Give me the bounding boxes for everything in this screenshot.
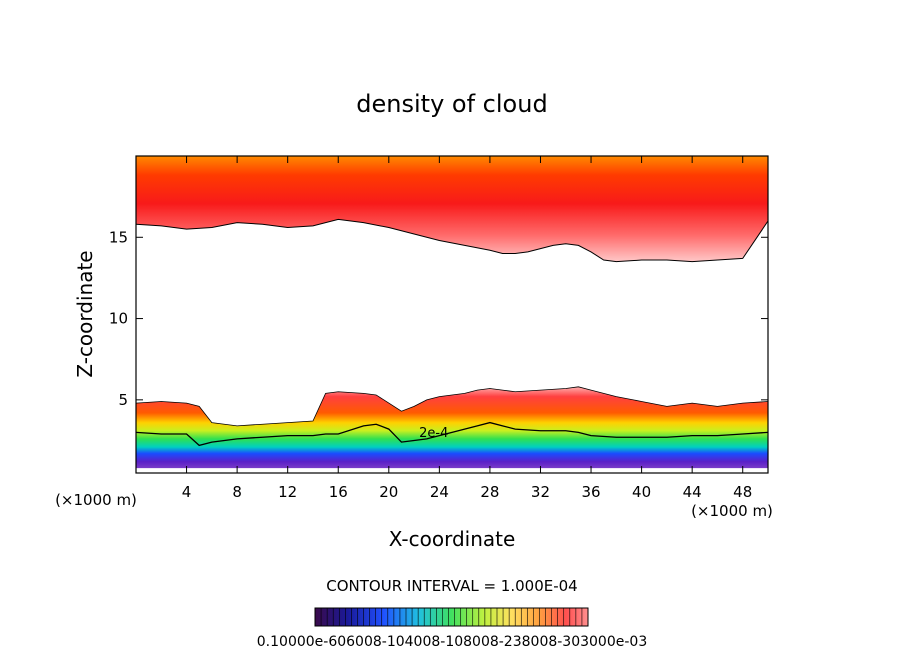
- x-tick-label: 44: [683, 483, 702, 501]
- lower-cloud-layer: [136, 386, 768, 469]
- x-axis: 4 8 12 16 20 24 28 32 36 40 44 48: [182, 156, 752, 501]
- x-tick-label: 12: [278, 483, 297, 501]
- y-tick-label: 15: [109, 228, 128, 246]
- upper-cloud-layer: [136, 156, 768, 262]
- x-unit-label-left: (×1000 m): [55, 491, 137, 509]
- y-axis-label: Z-coordinate: [73, 250, 97, 377]
- lower-layer-top-contour: [136, 386, 768, 427]
- contour-interval-text: CONTOUR INTERVAL = 1.000E-04: [326, 577, 577, 595]
- plot-frame: [135, 155, 769, 474]
- x-tick-label: 8: [232, 483, 242, 501]
- x-tick-label: 36: [581, 483, 600, 501]
- chart-title: density of cloud: [356, 90, 547, 118]
- plot-area: 2e-4: [136, 156, 768, 469]
- x-tick-label: 4: [182, 483, 192, 501]
- x-unit-label-right: (×1000 m): [691, 502, 773, 520]
- x-tick-label: 32: [531, 483, 550, 501]
- x-tick-label: 24: [430, 483, 449, 501]
- colorbar-dividers: [320, 608, 583, 626]
- contour-2e-4-line: [136, 421, 768, 447]
- contour-label: 2e-4: [419, 426, 448, 441]
- x-tick-label: 48: [733, 483, 752, 501]
- y-tick-label: 10: [109, 310, 128, 328]
- upper-layer-contour: [136, 218, 768, 263]
- x-tick-label: 28: [480, 483, 499, 501]
- x-tick-label: 20: [379, 483, 398, 501]
- colorbar-labels: 0.10000e-606008-104008-108008-238008-303…: [257, 634, 647, 650]
- y-tick-label: 5: [118, 391, 128, 409]
- y-axis: 5 10 15: [109, 228, 768, 409]
- x-tick-label: 40: [632, 483, 651, 501]
- x-axis-label: X-coordinate: [389, 527, 516, 551]
- x-tick-label: 16: [329, 483, 348, 501]
- colorbar: [314, 607, 589, 627]
